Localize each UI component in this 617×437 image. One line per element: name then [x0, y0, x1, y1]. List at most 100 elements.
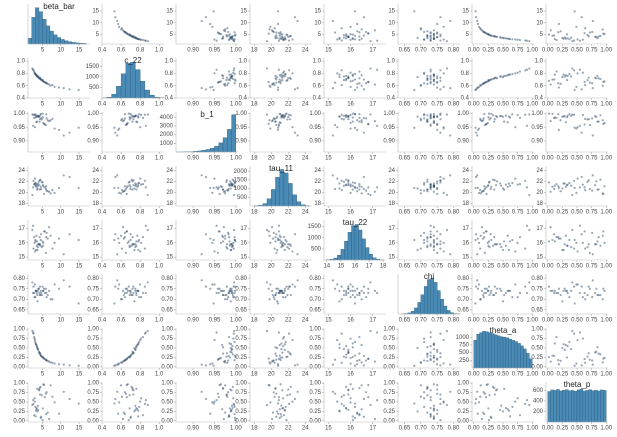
scatter-point — [51, 189, 54, 192]
scatter-point — [432, 73, 435, 76]
scatter-point — [229, 180, 232, 183]
scatter-point — [436, 81, 439, 84]
scatter-point — [436, 348, 439, 351]
scatter-point — [477, 85, 481, 89]
x-tick-label: 0.4 — [98, 48, 107, 54]
x-tick-label: 1.00 — [526, 156, 538, 162]
scatter-point — [580, 16, 583, 19]
scatter-point — [474, 16, 478, 19]
scatter-point — [233, 228, 236, 232]
scatter-point — [419, 192, 422, 195]
scatter-point — [232, 332, 235, 335]
scatter-point — [48, 83, 51, 86]
scatter-point — [439, 131, 442, 134]
scatter-point — [137, 342, 140, 345]
scatter-point — [573, 186, 576, 190]
x-tick-label: 0.6 — [117, 210, 126, 216]
scatter-point — [276, 402, 280, 405]
y-tick-label: 0.75 — [457, 390, 469, 396]
scatter-point — [124, 187, 127, 191]
scatter-point — [118, 283, 121, 286]
scatter-point — [367, 395, 370, 399]
scatter-point — [277, 291, 280, 295]
scatter-point — [230, 409, 233, 412]
scatter-point — [275, 287, 278, 290]
x-tick-label: 1.00 — [230, 102, 242, 108]
scatter-point — [116, 390, 119, 393]
scatter-point — [221, 35, 225, 38]
scatter-point — [347, 285, 350, 288]
scatter-point — [426, 35, 429, 38]
scatter-point — [32, 332, 35, 335]
y-tick-label: 0.00 — [13, 418, 25, 424]
scatter-point — [218, 32, 221, 35]
scatter-point — [353, 402, 357, 405]
y-tick-label: 0.25 — [383, 355, 395, 361]
hist-bar — [594, 390, 598, 423]
scatter-point — [269, 25, 272, 28]
scatter-point — [338, 73, 341, 76]
scatter-point — [336, 400, 339, 403]
scatter-point — [603, 356, 606, 359]
scatter-point — [528, 403, 531, 407]
scatter-point — [227, 189, 230, 192]
scatter-point — [487, 79, 490, 82]
scatter-point — [271, 411, 275, 414]
scatter-point — [146, 281, 149, 284]
scatter-point — [218, 287, 221, 290]
scatter-point — [601, 119, 604, 122]
scatter-point — [432, 120, 435, 123]
y-tick-label: 0.75 — [309, 286, 321, 292]
scatter-point — [33, 241, 36, 244]
scatter-point — [38, 76, 42, 79]
y-tick-label: 0.90 — [87, 139, 99, 145]
x-tick-label: 1.0 — [155, 102, 164, 108]
scatter-point — [35, 234, 38, 237]
scatter-point — [125, 291, 128, 295]
scatter-point — [215, 291, 218, 295]
scatter-point — [36, 120, 39, 123]
scatter-point — [120, 395, 124, 398]
scatter-point — [272, 391, 275, 394]
scatter-point — [340, 402, 343, 405]
scatter-point — [571, 193, 574, 197]
x-tick-label: 0.25 — [557, 48, 569, 54]
y-tick-label: 24 — [388, 168, 395, 174]
scatter-point — [595, 77, 598, 80]
scatter-point — [570, 75, 573, 78]
scatter-point — [347, 184, 350, 187]
x-tick-label: 0.75 — [512, 318, 524, 324]
scatter-point — [516, 113, 519, 117]
scatter-point — [602, 192, 605, 196]
scatter-point — [376, 68, 379, 71]
scatter-point — [476, 22, 479, 26]
scatter-point — [227, 414, 231, 417]
scatter-point — [493, 386, 496, 390]
hist-bar — [53, 34, 58, 45]
scatter-point — [135, 188, 138, 191]
scatter-point — [228, 407, 231, 410]
scatter-point — [200, 279, 203, 282]
scatter-point — [419, 361, 422, 364]
scatter-point — [597, 188, 600, 191]
hist-bar — [499, 336, 504, 369]
scatter-point — [488, 118, 491, 121]
scatter-point — [360, 121, 363, 124]
scatter-point — [143, 332, 147, 335]
scatter-point — [442, 72, 445, 75]
scatter-point — [487, 181, 491, 184]
x-tick-label: 0.50 — [571, 156, 583, 162]
scatter-point — [594, 35, 597, 38]
scatter-point — [228, 415, 231, 418]
scatter-point — [566, 291, 569, 295]
scatter-point — [345, 289, 348, 292]
scatter-point — [137, 248, 140, 252]
scatter-point — [41, 184, 45, 187]
scatter-point — [227, 296, 230, 299]
scatter-point — [518, 236, 522, 239]
scatter-point — [436, 123, 439, 127]
scatter-point — [117, 186, 120, 190]
scatter-point — [429, 39, 432, 42]
scatter-point — [230, 389, 233, 392]
scatter-point — [282, 335, 286, 339]
